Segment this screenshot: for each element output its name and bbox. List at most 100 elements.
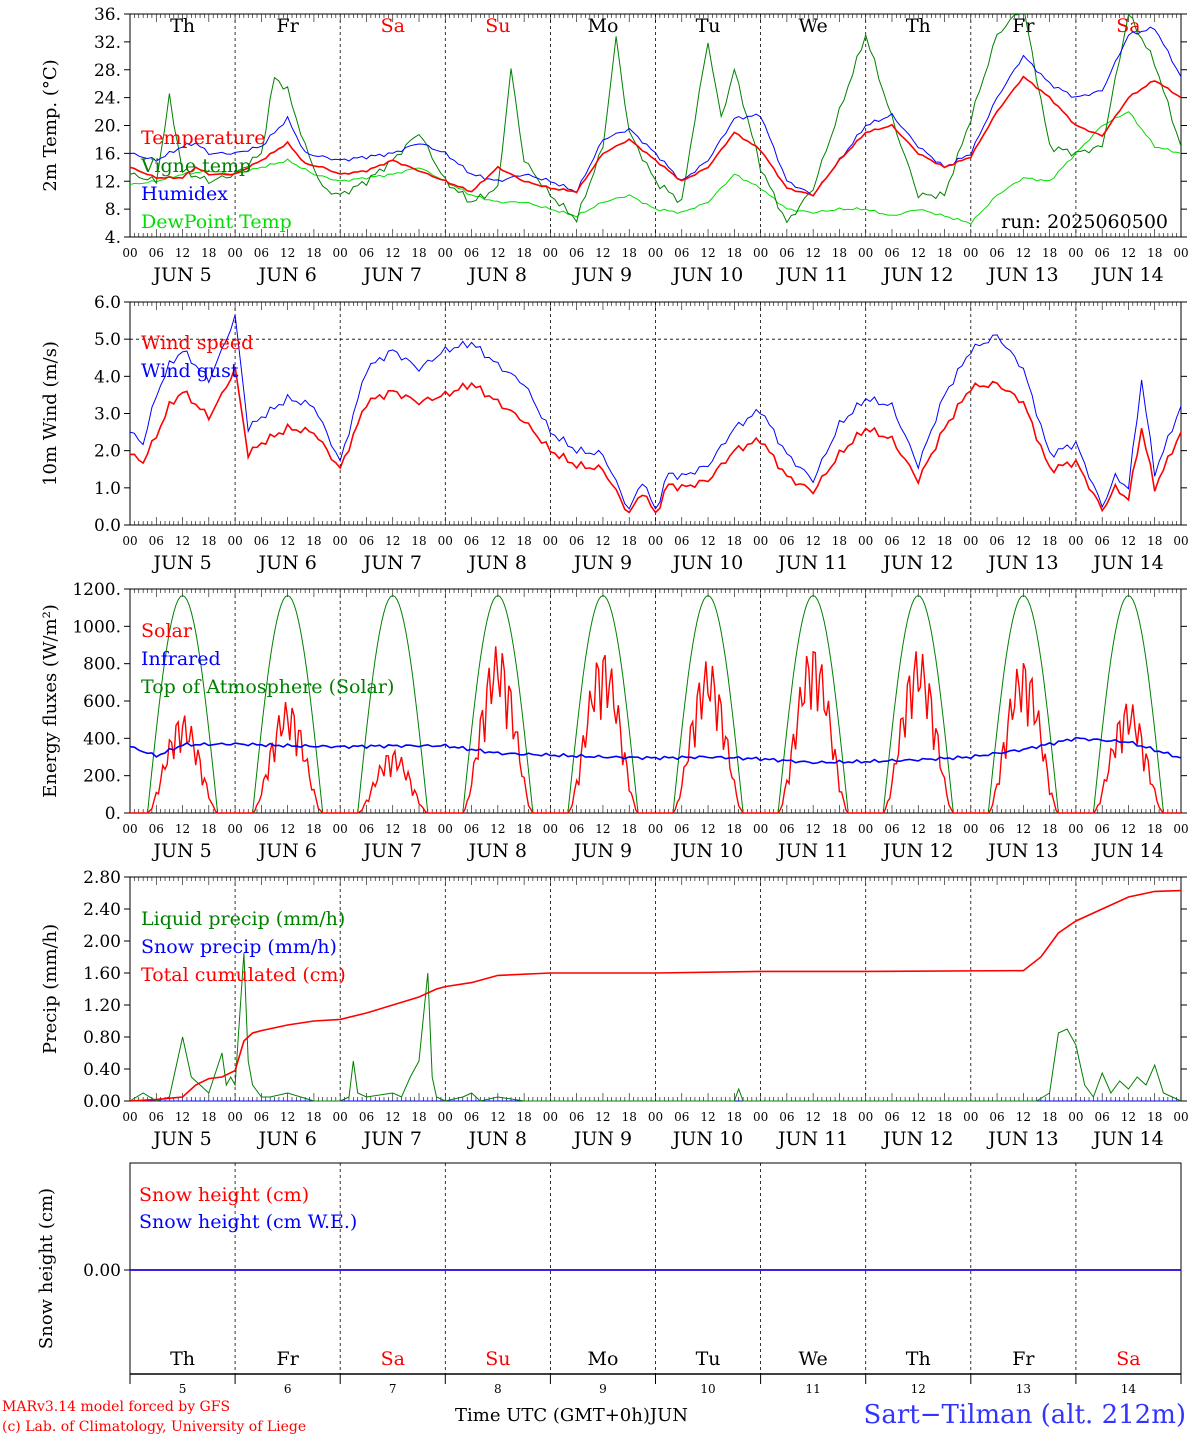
temperature-date-label: JUN 11: [776, 264, 848, 286]
wind-hour-label: 12: [490, 534, 505, 548]
temperature-day-name: Mo: [587, 15, 618, 37]
energy-hour-label: 06: [779, 822, 794, 836]
temperature-ytick-label: 28.: [94, 61, 121, 81]
energy-date-label: JUN 7: [362, 840, 422, 862]
energy-solar-series: [130, 646, 1181, 814]
temperature-series-1: [130, 14, 1181, 224]
energy-hour-label: 12: [385, 822, 400, 836]
lab-credit: (c) Lab. of Climatology, University of L…: [2, 1419, 307, 1435]
wind-hour-label: 18: [622, 534, 637, 548]
temperature-hour-label: 12: [1016, 246, 1031, 260]
precip-legend-2: Total cumulated (cm): [141, 964, 346, 986]
wind-hour-label: 00: [963, 534, 978, 548]
precip-hour-label: 00: [858, 1110, 873, 1124]
precip-ytick-label: 2.00: [83, 932, 121, 952]
temperature-hour-label: 12: [1121, 246, 1136, 260]
precip-cumulated-series: [129, 889, 1182, 1102]
energy-hour-label: 12: [280, 822, 295, 836]
energy-hour-label: 06: [464, 822, 479, 836]
energy-hour-label: 18: [306, 822, 321, 836]
snow-day-number: 13: [1016, 1382, 1031, 1395]
wind-ytick-label: 0.0: [94, 516, 121, 536]
energy-date-label: JUN 10: [671, 840, 743, 862]
precip-panel: 0.00 0.40 0.80 1.20 1.60 2.00 2.40 2.80 Precip (…: [40, 868, 1189, 1150]
temperature-legend-0: Temperature: [141, 127, 265, 149]
temperature-date-label: JUN 5: [151, 264, 211, 286]
wind-date-label: JUN 7: [362, 552, 422, 574]
precip-hour-label: 18: [937, 1110, 952, 1124]
wind-hour-label: 06: [779, 534, 794, 548]
temperature-hour-label: 12: [595, 246, 610, 260]
wind-hour-label: 00: [227, 534, 242, 548]
temperature-day-name: Th: [170, 15, 195, 37]
energy-ytick-label: 600.: [83, 692, 121, 712]
wind-date-label: JUN 14: [1091, 552, 1163, 574]
wind-hour-label: 00: [438, 534, 453, 548]
precip-hour-label: 00: [648, 1110, 663, 1124]
wind-date-label: JUN 12: [881, 552, 953, 574]
temperature-date-label: JUN 14: [1091, 264, 1163, 286]
temperature-hour-label: 12: [806, 246, 821, 260]
wind-hour-label: 18: [411, 534, 426, 548]
wind-hour-label: 12: [1016, 534, 1031, 548]
wind-hour-label: 00: [858, 534, 873, 548]
precip-hour-label: 12: [1121, 1110, 1136, 1124]
model-credit: MARv3.14 model forced by GFS: [2, 1399, 231, 1415]
temperature-hour-label: 18: [1147, 246, 1162, 260]
wind-hour-label: 00: [1068, 534, 1083, 548]
precip-ytick-label: 2.40: [83, 900, 121, 920]
temperature-panel: 4. 8. 12. 16. 20. 24. 28. 32. 36. 2m Temp. (°C) 00…: [40, 5, 1189, 286]
temperature-hour-label: 06: [674, 246, 689, 260]
energy-date-label: JUN 6: [256, 840, 316, 862]
temperature-hour-label: 06: [779, 246, 794, 260]
station-label: Sart−Tilman (alt. 212m): [863, 1400, 1186, 1430]
wind-frame: [129, 301, 1182, 526]
wind-hour-label: 00: [122, 534, 137, 548]
snow-legend-0: Snow height (cm): [139, 1184, 309, 1206]
energy-date-label: JUN 13: [986, 840, 1058, 862]
energy-date-label: JUN 8: [467, 840, 527, 862]
energy-hour-label: 06: [674, 822, 689, 836]
precip-hour-label: 06: [1095, 1110, 1110, 1124]
wind-hour-label: 00: [1173, 534, 1188, 548]
precip-hour-label: 06: [779, 1110, 794, 1124]
precip-hour-label: 18: [306, 1110, 321, 1124]
precip-hour-label: 18: [622, 1110, 637, 1124]
temperature-hour-label: 00: [858, 246, 873, 260]
energy-hour-label: 06: [884, 822, 899, 836]
temperature-date-label: JUN 6: [256, 264, 316, 286]
snow-day-number: 5: [179, 1382, 187, 1395]
precip-ytick-label: 1.60: [83, 964, 121, 984]
temperature-series-0: [130, 75, 1181, 197]
energy-hour-label: 00: [227, 822, 242, 836]
wind-ytick-label: 3.0: [94, 405, 121, 425]
wind-ytick-label: 1.0: [94, 479, 121, 499]
precip-hour-label: 18: [832, 1110, 847, 1124]
wind-hour-label: 06: [149, 534, 164, 548]
wind-legend-0: Wind speed: [141, 332, 253, 354]
snow-day-number: 9: [599, 1382, 607, 1395]
wind-hour-label: 06: [884, 534, 899, 548]
energy-ytick-label: 1200.: [72, 580, 121, 600]
wind-hour-label: 12: [385, 534, 400, 548]
wind-date-label: JUN 10: [671, 552, 743, 574]
temperature-hour-label: 18: [201, 246, 216, 260]
temperature-day-name: Fr: [277, 15, 300, 37]
precip-ytick-label: 0.40: [83, 1060, 121, 1080]
snow-day-name: Th: [906, 1348, 931, 1370]
wind-hour-label: 12: [911, 534, 926, 548]
temperature-day-name: Su: [485, 15, 510, 37]
temperature-ytick-label: 32.: [94, 33, 121, 53]
wind-hour-label: 06: [464, 534, 479, 548]
temperature-hour-label: 00: [963, 246, 978, 260]
temperature-date-label: JUN 9: [572, 264, 632, 286]
wind-hour-label: 18: [201, 534, 216, 548]
temperature-hour-label: 00: [648, 246, 663, 260]
temperature-day-name: Tu: [696, 15, 721, 37]
wind-ytick-label: 5.0: [94, 330, 121, 350]
precip-ytick-label: 0.00: [83, 1092, 121, 1112]
wind-hour-label: 18: [306, 534, 321, 548]
energy-hour-label: 06: [569, 822, 584, 836]
energy-hour-label: 18: [516, 822, 531, 836]
temperature-legend-3: DewPoint Temp: [141, 211, 292, 233]
